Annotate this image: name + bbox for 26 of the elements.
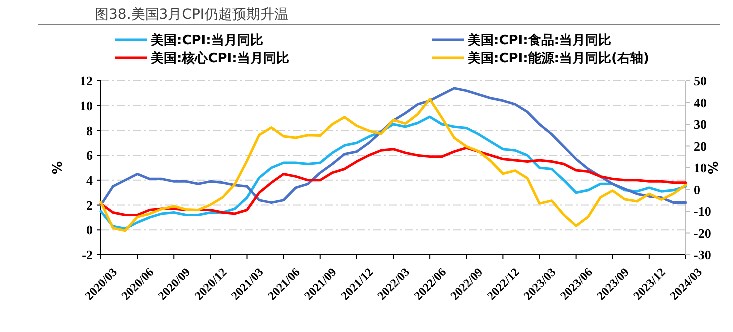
- line-series: [100, 146, 688, 216]
- y2-tick-label: 50: [694, 74, 707, 89]
- line-series: [100, 87, 688, 207]
- y-tick-label: 10: [80, 98, 93, 114]
- y2-axis-title: %: [707, 161, 722, 175]
- legend-label: 美国:CPI:当月同比: [150, 32, 264, 49]
- y-tick-label: -2: [82, 248, 93, 263]
- y-axis-title: %: [51, 161, 66, 175]
- y2-tick-label: -10: [694, 204, 712, 220]
- legend-label: 美国:CPI:食品:当月同比: [467, 32, 612, 49]
- y2-tick-label: -20: [694, 226, 712, 241]
- y-tick-label: 8: [86, 123, 94, 138]
- y-tick-label: 6: [86, 148, 94, 164]
- y-tick-label: 4: [86, 172, 94, 188]
- y-tick-label: 2: [86, 198, 93, 213]
- y2-tick-label: -30: [694, 248, 712, 263]
- y2-tick-label: 30: [694, 117, 707, 132]
- y2-tick-label: 10: [694, 160, 707, 176]
- legend-label: 美国:核心CPI:当月同比: [150, 50, 290, 67]
- y-tick-label: 12: [80, 74, 93, 89]
- y2-tick-label: 40: [694, 95, 707, 110]
- y2-tick-label: 20: [694, 138, 707, 154]
- legend-label: 美国:CPI:能源:当月同比(右轴): [467, 50, 650, 67]
- y2-tick-label: 0: [694, 182, 700, 198]
- chart-title: 图38.美国3月CPI仍超预期升温: [95, 7, 289, 23]
- y-tick-label: 0: [86, 222, 93, 238]
